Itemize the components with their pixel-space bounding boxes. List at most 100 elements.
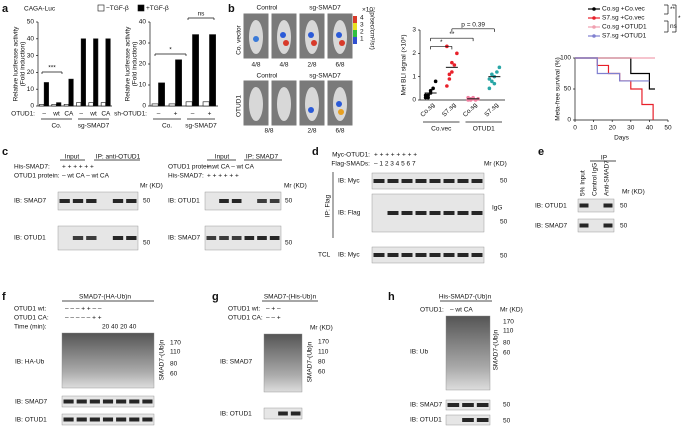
band [373, 179, 385, 183]
signal [283, 40, 289, 46]
label: Input [65, 154, 80, 161]
label: OTUD1 CA: [228, 315, 263, 322]
label: IB: SMAD7 [14, 198, 47, 205]
label: 170 [503, 319, 514, 326]
point [492, 81, 497, 86]
label: – wt CA – wt CA [62, 173, 110, 180]
bar [158, 82, 165, 107]
label: 1 [412, 73, 416, 80]
label: IP: Flag [325, 194, 332, 217]
label: CAGA-Luc [24, 6, 56, 13]
label: 2/8 [307, 62, 316, 69]
label: 0 [567, 117, 571, 124]
label: IB: SMAD7 [15, 399, 48, 406]
label: Mr (KD) [284, 183, 307, 190]
label: IB: OTUD1 [168, 198, 200, 205]
label: *** [48, 65, 56, 72]
label: Co. vector [236, 24, 243, 54]
bar [39, 104, 45, 107]
label: 110 [170, 349, 181, 356]
label: sg-SMAD7 [309, 73, 341, 80]
panel-label: f [2, 291, 6, 303]
point [426, 95, 430, 100]
label: 60 [170, 371, 178, 378]
band [76, 399, 87, 404]
label: Mr (KD) [140, 183, 163, 190]
blot [577, 218, 615, 233]
label: OTUD1 wt: [228, 306, 260, 313]
point [452, 63, 457, 67]
label: sh-OTUD1: [114, 111, 147, 118]
band [126, 199, 137, 203]
band [476, 403, 489, 407]
colorbar [353, 16, 357, 23]
label: S7.sg +Co.vec [602, 15, 645, 22]
bar [43, 82, 49, 107]
band [429, 179, 441, 183]
label: 30 [139, 40, 147, 47]
label: SMAD7-(Ub)n [307, 341, 314, 382]
label: IB: Myc [338, 252, 360, 259]
label: CA [64, 111, 74, 118]
label: Time (min): [14, 324, 47, 331]
blot [61, 332, 155, 389]
label: 0 [412, 97, 416, 104]
band [244, 236, 255, 240]
band [142, 417, 153, 422]
panel-label: b [228, 3, 235, 15]
label: OTUD1 protein: [14, 173, 60, 180]
label: Control [257, 5, 279, 12]
signal [253, 36, 259, 42]
band [86, 236, 97, 240]
label: + + + + + + [207, 173, 239, 180]
point [447, 77, 452, 81]
blot [263, 333, 303, 393]
band [257, 236, 267, 240]
band [116, 417, 127, 422]
label: 110 [503, 328, 514, 335]
band [429, 253, 441, 257]
point [450, 60, 454, 65]
label: 20 [609, 125, 617, 132]
label: 4 [360, 15, 364, 22]
point [487, 77, 492, 81]
bar [209, 34, 216, 107]
band [116, 399, 127, 404]
label: + [174, 111, 178, 118]
label: – + – [266, 306, 281, 313]
bar [76, 102, 82, 107]
legend-swatch [97, 4, 105, 12]
label: TCL [318, 252, 331, 259]
label: 50 [564, 86, 572, 93]
band [63, 417, 74, 422]
bar [100, 102, 106, 107]
label: Co.sg [462, 101, 479, 118]
band [603, 223, 613, 228]
label: Relative luciferase activity [125, 26, 132, 102]
label: (Fold induction) [132, 42, 139, 87]
signal [308, 32, 314, 38]
label: – 1 2 3 4 5 6 7 [374, 161, 416, 168]
label: 50 [503, 402, 511, 409]
label: OTUD1 protein: [168, 164, 214, 171]
label: 80 [170, 361, 178, 368]
label: – [79, 111, 83, 118]
point [433, 79, 438, 84]
label: 20 40 20 40 [102, 324, 137, 331]
band [471, 253, 483, 257]
label: Co.sg +OTUD1 [602, 24, 647, 31]
band [462, 418, 474, 422]
label: 8/8 [264, 128, 273, 135]
label: sg-SMAD7 [185, 123, 217, 130]
label: wt [52, 111, 60, 118]
bar [93, 38, 99, 107]
label: IB: SMAD7 [410, 402, 443, 409]
band [471, 211, 483, 215]
label: 2 [360, 29, 364, 36]
label: 170 [170, 340, 181, 347]
label: Mr (KD) [310, 325, 333, 332]
label: * [169, 47, 172, 54]
label: 50 [27, 19, 35, 26]
label: IB: OTUD1 [15, 417, 47, 424]
bar [88, 102, 94, 107]
